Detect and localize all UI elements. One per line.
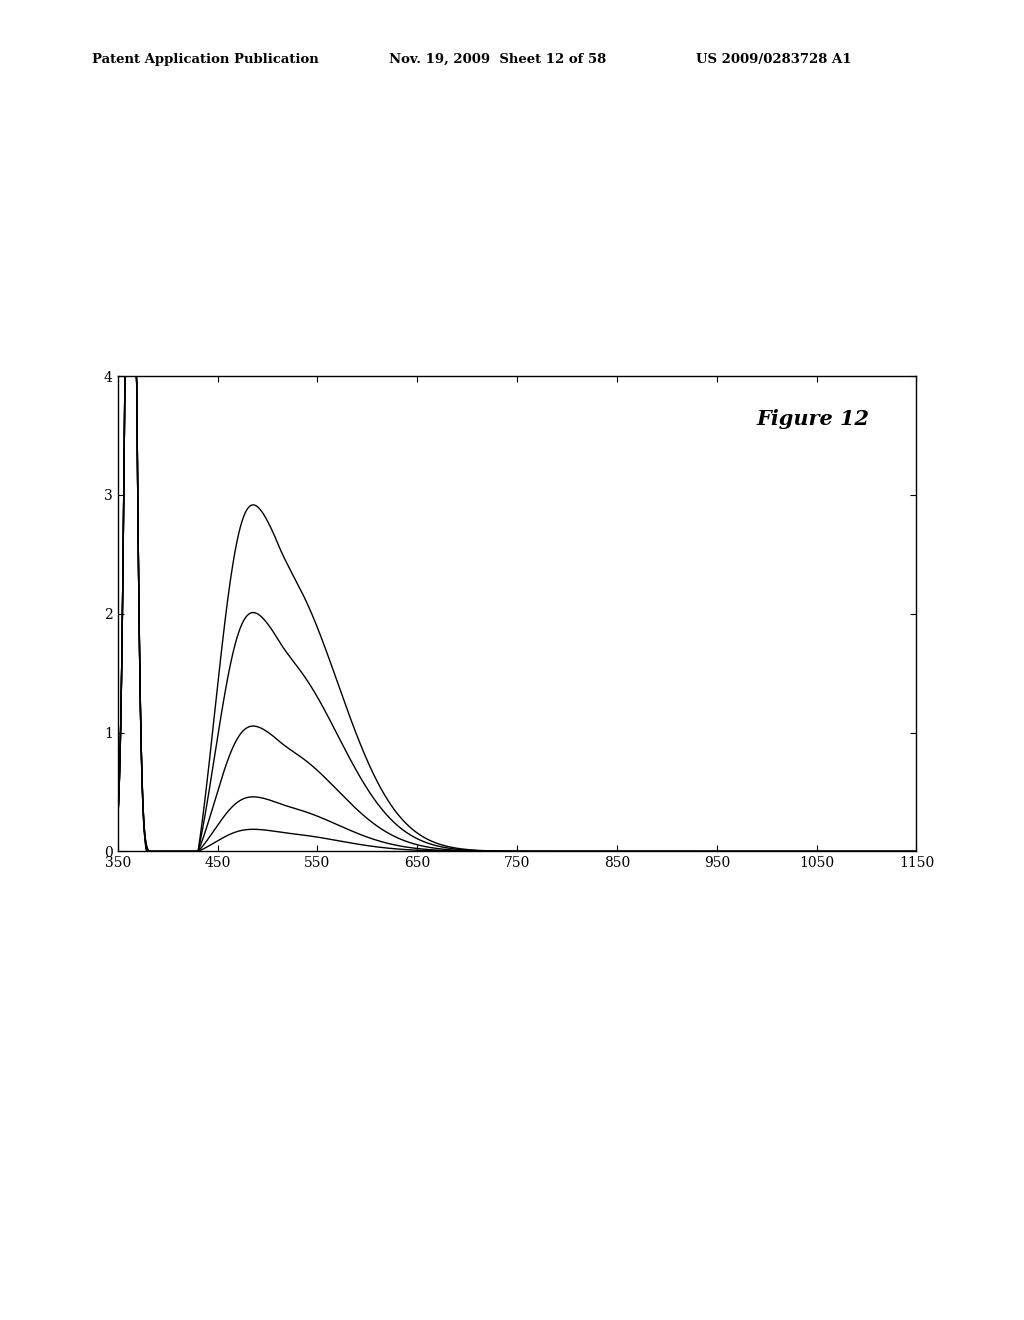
Text: US 2009/0283728 A1: US 2009/0283728 A1 — [696, 53, 852, 66]
Text: Patent Application Publication: Patent Application Publication — [92, 53, 318, 66]
Text: Nov. 19, 2009  Sheet 12 of 58: Nov. 19, 2009 Sheet 12 of 58 — [389, 53, 606, 66]
Text: Figure 12: Figure 12 — [757, 409, 869, 429]
